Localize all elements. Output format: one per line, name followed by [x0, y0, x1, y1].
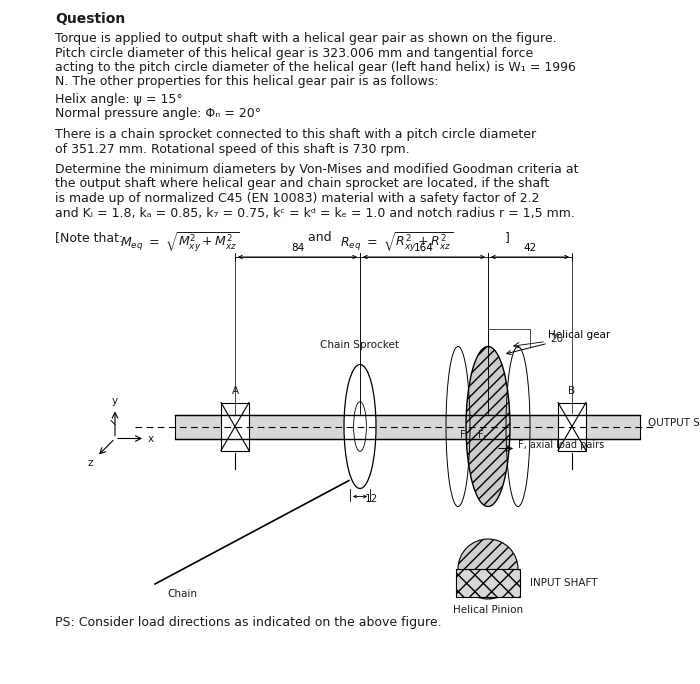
Text: Fᵣ: Fᵣ	[478, 430, 486, 440]
Text: the output shaft where helical gear and chain sprocket are located, if the shaft: the output shaft where helical gear and …	[55, 178, 550, 191]
Text: 164: 164	[414, 243, 434, 253]
Text: F, axial load pairs: F, axial load pairs	[518, 440, 604, 449]
Text: $R_{eq}\ =\ \sqrt{R_{xy}^{2} + R_{xz}^{2}}$: $R_{eq}\ =\ \sqrt{R_{xy}^{2} + R_{xz}^{2…	[340, 230, 453, 254]
Text: Pitch circle diameter of this helical gear is 323.006 mm and tangential force: Pitch circle diameter of this helical ge…	[55, 47, 533, 60]
Bar	[456, 569, 520, 597]
Text: of 351.27 mm. Rotational speed of this shaft is 730 rpm.: of 351.27 mm. Rotational speed of this s…	[55, 142, 410, 155]
Text: INPUT SHAFT: INPUT SHAFT	[530, 578, 598, 588]
Text: 20: 20	[550, 334, 563, 343]
Text: Helical gear: Helical gear	[507, 330, 610, 354]
Text: Fₜ: Fₜ	[460, 430, 468, 440]
Text: B: B	[568, 386, 575, 397]
Text: 12: 12	[365, 493, 378, 503]
Text: N. The other properties for this helical gear pair is as follows:: N. The other properties for this helical…	[55, 75, 438, 88]
Ellipse shape	[354, 402, 366, 451]
Text: z: z	[88, 458, 93, 469]
Text: A: A	[232, 386, 239, 397]
Ellipse shape	[458, 539, 518, 599]
Text: Normal pressure angle: Φₙ = 20°: Normal pressure angle: Φₙ = 20°	[55, 107, 261, 120]
Text: Torque is applied to output shaft with a helical gear pair as shown on the figur: Torque is applied to output shaft with a…	[55, 32, 556, 45]
Text: and Kᵢ = 1.8, kₐ = 0.85, k₇ = 0.75, kᶜ = kᵈ = kₑ = 1.0 and notch radius r = 1,5 : and Kᵢ = 1.8, kₐ = 0.85, k₇ = 0.75, kᶜ =…	[55, 207, 575, 220]
Ellipse shape	[344, 365, 376, 488]
Text: ]: ]	[505, 231, 510, 244]
Text: x: x	[148, 434, 154, 443]
Text: OUTPUT SHAFT: OUTPUT SHAFT	[648, 417, 700, 428]
Text: Chain: Chain	[167, 589, 197, 599]
Text: $M_{eq}\ =\ \sqrt{M_{xy}^{2} + M_{xz}^{2}}$: $M_{eq}\ =\ \sqrt{M_{xy}^{2} + M_{xz}^{2…	[120, 230, 239, 254]
Text: Question: Question	[55, 12, 125, 26]
Bar	[175, 415, 640, 438]
Bar	[221, 402, 249, 451]
Bar	[558, 402, 586, 451]
Ellipse shape	[466, 347, 510, 506]
Text: 84: 84	[291, 243, 304, 253]
Text: PS: Consider load directions as indicated on the above figure.: PS: Consider load directions as indicate…	[55, 616, 442, 629]
Text: 42: 42	[524, 243, 537, 253]
Text: Helical Pinion: Helical Pinion	[453, 605, 523, 615]
Text: Helix angle: ψ = 15°: Helix angle: ψ = 15°	[55, 93, 183, 106]
Text: is made up of normalized C45 (EN 10083) material with a safety factor of 2.2: is made up of normalized C45 (EN 10083) …	[55, 192, 540, 205]
Text: Determine the minimum diameters by Von-Mises and modified Goodman criteria at: Determine the minimum diameters by Von-M…	[55, 163, 578, 176]
Text: Chain Sprocket: Chain Sprocket	[321, 341, 400, 350]
Text: [Note that:: [Note that:	[55, 231, 127, 244]
Text: There is a chain sprocket connected to this shaft with a pitch circle diameter: There is a chain sprocket connected to t…	[55, 128, 536, 141]
Text: and: and	[300, 231, 340, 244]
Text: acting to the pitch circle diameter of the helical gear (left hand helix) is W₁ : acting to the pitch circle diameter of t…	[55, 61, 576, 74]
Text: y: y	[112, 395, 118, 406]
